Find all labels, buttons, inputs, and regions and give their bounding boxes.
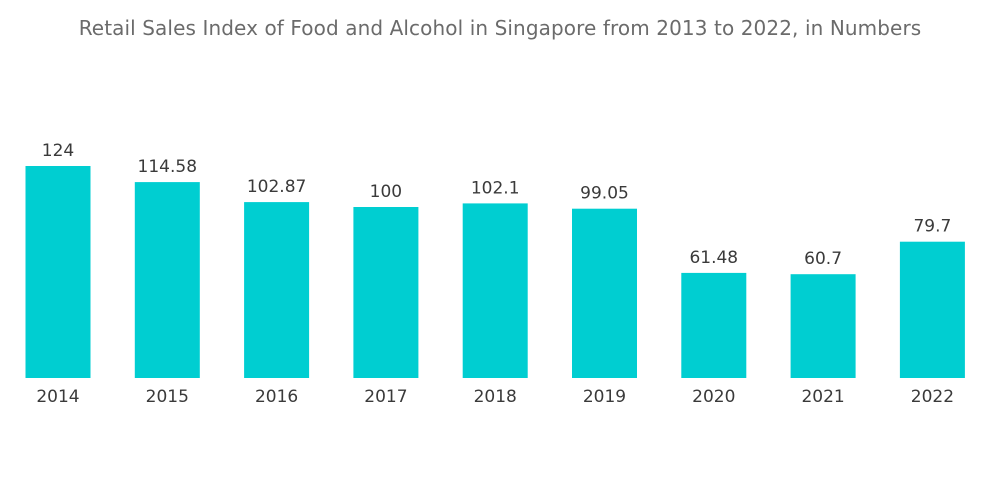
bar-2014 xyxy=(25,166,91,378)
value-label-2022: 79.7 xyxy=(913,217,951,237)
chart-title: Retail Sales Index of Food and Alcohol i… xyxy=(78,16,922,40)
x-tick-label-2021: 2021 xyxy=(801,387,844,407)
x-tick-label-2014: 2014 xyxy=(36,387,79,407)
bar-2016 xyxy=(244,202,310,378)
value-label-2020: 61.48 xyxy=(689,248,738,268)
bar-2017 xyxy=(353,207,419,378)
x-tick-label-2022: 2022 xyxy=(911,387,954,407)
value-label-2017: 100 xyxy=(370,182,402,202)
bar-2021 xyxy=(790,274,856,378)
x-tick-label-2019: 2019 xyxy=(583,387,626,407)
x-tick-label-2018: 2018 xyxy=(474,387,517,407)
bars-group xyxy=(25,166,965,378)
value-label-2015: 114.58 xyxy=(138,157,197,177)
bar-2015 xyxy=(134,182,200,378)
value-label-2021: 60.7 xyxy=(804,249,842,269)
bar-2018 xyxy=(462,203,528,378)
value-label-2018: 102.1 xyxy=(471,178,520,198)
value-label-2016: 102.87 xyxy=(247,177,306,197)
value-label-2019: 99.05 xyxy=(580,184,629,204)
x-tick-label-2017: 2017 xyxy=(364,387,407,407)
x-tick-label-2015: 2015 xyxy=(146,387,189,407)
x-tick-label-2016: 2016 xyxy=(255,387,298,407)
bar-2020 xyxy=(681,272,747,378)
bar-2019 xyxy=(572,208,637,378)
bar-2022 xyxy=(899,241,965,378)
value-labels-group: 124 114.58 102.87 100 102.1 99.05 61.48 60.7 79.… xyxy=(42,141,952,269)
x-tick-label-2020: 2020 xyxy=(692,387,735,407)
value-label-2014: 124 xyxy=(42,141,74,161)
x-axis-tick-labels: 2014 2015 2016 2017 2018 2019 2020 2021 2022 xyxy=(36,387,954,407)
